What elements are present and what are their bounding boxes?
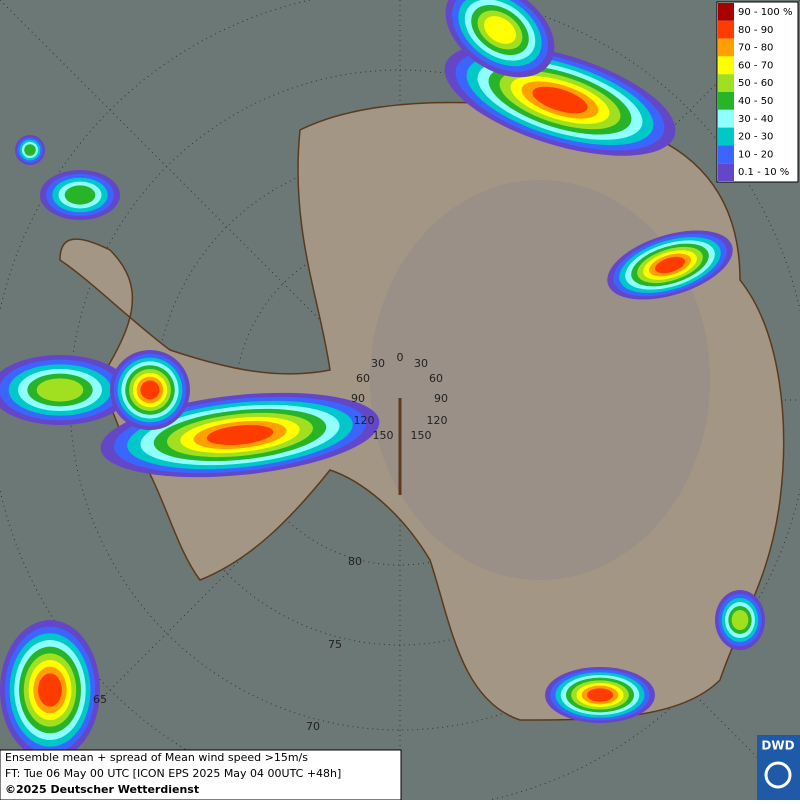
legend-label: 0.1 - 10 % bbox=[738, 167, 789, 178]
graticule-label: 30 bbox=[371, 357, 385, 370]
probability-area bbox=[64, 185, 96, 205]
legend-swatch bbox=[718, 20, 734, 39]
legend-label: 70 - 80 bbox=[738, 43, 773, 54]
probability-area bbox=[655, 256, 685, 274]
logo-swirl bbox=[764, 761, 792, 789]
graticule-label: 65 bbox=[93, 693, 107, 706]
wind-probability bbox=[0, 0, 765, 760]
probability-area bbox=[532, 86, 588, 114]
legend-swatch bbox=[718, 109, 734, 128]
legend-swatch bbox=[718, 145, 734, 164]
probability-area bbox=[38, 673, 62, 707]
graticule-label: 30 bbox=[414, 357, 428, 370]
legend: 90 - 100 % 80 - 90 70 - 80 60 - 70 50 - 60 40… bbox=[716, 1, 799, 183]
legend-label: 90 - 100 % bbox=[738, 7, 792, 18]
probability-area bbox=[24, 144, 36, 156]
graticule-label: 60 bbox=[356, 372, 370, 385]
legend-swatch bbox=[718, 56, 734, 75]
graticule-label: 120 bbox=[354, 414, 375, 427]
graticule-label: 90 bbox=[434, 392, 448, 405]
graticule-label: 150 bbox=[411, 429, 432, 442]
legend-label: 10 - 20 bbox=[738, 149, 773, 160]
legend-swatch bbox=[718, 163, 734, 181]
probability-area bbox=[483, 16, 517, 44]
legend-label: 60 - 70 bbox=[738, 60, 773, 71]
graticule-label: 90 bbox=[351, 392, 365, 405]
graticule-label: 150 bbox=[373, 429, 394, 442]
legend-label: 30 - 40 bbox=[738, 114, 773, 125]
probability-area bbox=[140, 380, 160, 400]
info-line: FT: Tue 06 May 00 UTC [ICON EPS 2025 May… bbox=[5, 767, 341, 780]
info-line: ©2025 Deutscher Wetterdienst bbox=[5, 783, 199, 796]
info: Ensemble mean + spread of Mean wind spee… bbox=[5, 751, 341, 796]
legend-swatch bbox=[718, 127, 734, 146]
legend-swatch bbox=[718, 74, 734, 92]
legend-swatch bbox=[718, 3, 734, 21]
legend-swatch bbox=[718, 92, 734, 110]
legend-label: 50 - 60 bbox=[738, 78, 773, 89]
graticule-label: 60 bbox=[429, 372, 443, 385]
graticule-label: 0 bbox=[397, 351, 404, 364]
info-line: Ensemble mean + spread of Mean wind spee… bbox=[5, 751, 308, 764]
graticule-label: 120 bbox=[427, 414, 448, 427]
logo bbox=[757, 735, 800, 800]
legend-swatch bbox=[718, 38, 734, 57]
legend-label: 20 - 30 bbox=[738, 132, 773, 143]
probability-area bbox=[206, 424, 274, 446]
graticule-label: 70 bbox=[306, 720, 320, 733]
probability-area bbox=[731, 610, 749, 630]
probability-area bbox=[586, 688, 614, 702]
graticule-label: 80 bbox=[348, 555, 362, 568]
legend-label: 80 - 90 bbox=[738, 25, 773, 36]
graticule-label: 75 bbox=[328, 638, 342, 651]
logo-text: DWD bbox=[761, 739, 794, 753]
probability-area bbox=[36, 378, 84, 402]
legend-label: 40 - 50 bbox=[738, 96, 773, 107]
